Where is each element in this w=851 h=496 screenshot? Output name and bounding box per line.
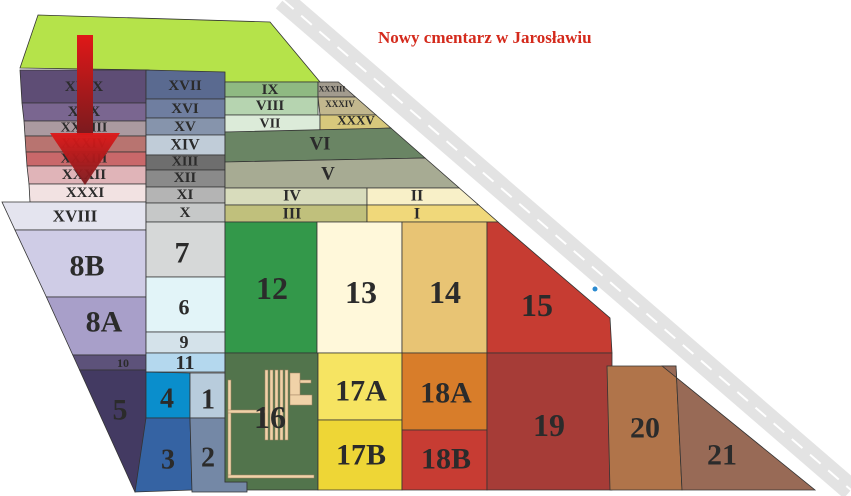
red-arrow-pointer (50, 35, 120, 185)
parcel-label: XXXI (66, 185, 104, 201)
parcel-10[interactable] (72, 354, 147, 371)
parcel-label: XXXIV (325, 99, 355, 109)
parcel-label: 7 (175, 237, 190, 270)
parcel-label: III (283, 206, 302, 223)
parcel-label: 19 (533, 407, 565, 443)
parcel-label: XXXV (337, 113, 375, 128)
parcel-label: XVIII (53, 207, 98, 226)
parcel-label: 13 (345, 274, 377, 310)
parcel-label: XIII (172, 155, 198, 170)
parcel-label: 17A (335, 375, 387, 408)
parcel-label: 11 (176, 352, 195, 374)
parcel-label: XIV (170, 137, 200, 154)
chapel-building-shape (227, 369, 315, 479)
parcel-label: 9 (180, 332, 189, 352)
marker-dot (592, 286, 598, 292)
parcel-label: XVII (168, 78, 202, 94)
parcel-label: 18A (420, 377, 472, 410)
parcel-label: 8B (69, 250, 104, 283)
parcel-5[interactable] (78, 369, 147, 493)
parcel-label: X (180, 205, 191, 221)
parcel-label: 5 (113, 394, 128, 427)
parcel-label: I (414, 206, 420, 223)
parcel-label: 6 (179, 295, 190, 320)
parcel-label: 15 (521, 287, 553, 323)
parcel-v[interactable] (224, 157, 461, 189)
parcel-label: 18B (421, 443, 471, 476)
parcel-label: XII (174, 170, 197, 186)
parcel-label: 17B (336, 439, 386, 472)
parcel-label: 14 (429, 274, 461, 310)
parcel-label: XVI (171, 101, 199, 117)
road (275, 0, 851, 496)
parcel-label: 1 (201, 385, 215, 416)
parcel-15[interactable] (486, 221, 613, 354)
parcel-i[interactable] (366, 204, 500, 223)
parcel-label: 4 (160, 384, 174, 415)
parcel-21[interactable] (661, 365, 817, 491)
parcel-label: V (321, 164, 335, 185)
parcel-label: 3 (161, 445, 175, 476)
parcel-label: 16 (254, 399, 286, 435)
parcel-label: VII (259, 117, 280, 132)
parcel-label: II (411, 188, 423, 205)
parcel-label: VI (309, 134, 330, 155)
parcel-label: XV (174, 119, 196, 135)
parcel-label: 21 (707, 439, 737, 472)
map-title: Nowy cmentarz w Jarosławiu (378, 28, 592, 47)
parcel-label: XI (177, 187, 194, 203)
parcel-label: 12 (256, 270, 288, 306)
parcel-label: IX (262, 82, 279, 98)
parcel-label: IV (283, 188, 301, 205)
parcel-label: 20 (630, 412, 660, 445)
parcel-label: 2 (201, 443, 215, 474)
parcel-label: 10 (117, 356, 129, 370)
parcel-label: XXXIII (319, 85, 346, 94)
parcel-label: 8A (86, 306, 123, 339)
parcel-label: VIII (256, 98, 285, 114)
